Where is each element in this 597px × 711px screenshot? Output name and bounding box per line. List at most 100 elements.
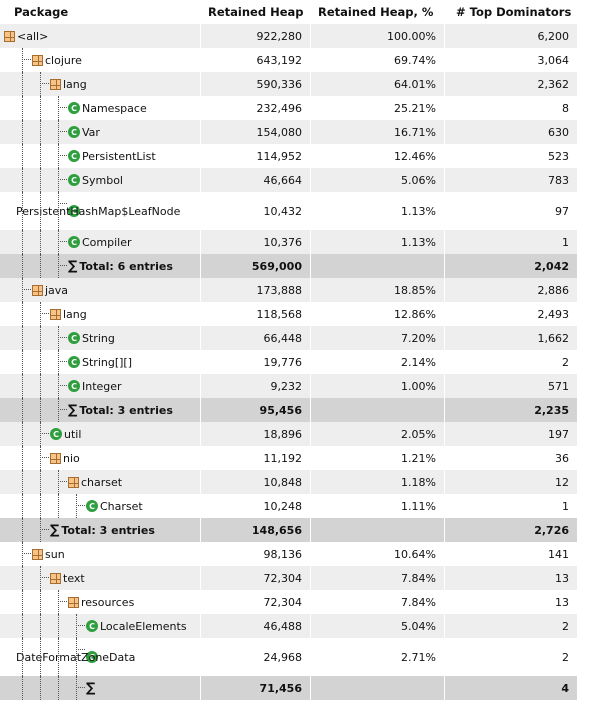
tree-guide xyxy=(58,96,59,120)
package-cell: <all> xyxy=(0,24,200,48)
table-row[interactable]: C String 66,448 7.20% 1,662 xyxy=(0,326,597,350)
package-cell: ∑ Total: 6 entries xyxy=(0,254,200,278)
tree-guide xyxy=(58,398,59,422)
top-dominators-cell: 523 xyxy=(444,144,577,168)
top-dominators-cell: 3,064 xyxy=(444,48,577,72)
package-name: Symbol xyxy=(82,173,123,187)
package-name: nio xyxy=(63,451,80,465)
retained-heap-cell: 643,192 xyxy=(200,48,310,72)
table-row[interactable]: C PersistentHashMap$LeafNode 10,432 1.13% 97 xyxy=(0,192,597,230)
table-row[interactable]: C Namespace 232,496 25.21% 8 xyxy=(0,96,597,120)
row-spacer xyxy=(577,326,597,350)
retained-heap-cell: 10,248 xyxy=(200,494,310,518)
table-row[interactable]: lang 118,568 12.86% 2,493 xyxy=(0,302,597,326)
table-row[interactable]: charset 10,848 1.18% 12 xyxy=(0,470,597,494)
tree-branch xyxy=(22,289,31,290)
table-row[interactable]: C Symbol 46,664 5.06% 783 xyxy=(0,168,597,192)
retained-heap-cell: 590,336 xyxy=(200,72,310,96)
column-header-top-dominators[interactable]: # Top Dominators xyxy=(444,0,577,24)
row-spacer xyxy=(577,590,597,614)
retained-heap-cell: 118,568 xyxy=(200,302,310,326)
table-row[interactable]: text 72,304 7.84% 13 xyxy=(0,566,597,590)
class-icon: C xyxy=(50,428,62,440)
tree-branch xyxy=(40,433,49,434)
tree-guide xyxy=(22,374,23,398)
tree-guide xyxy=(22,96,23,120)
tree-guide xyxy=(76,614,77,638)
tree-guide xyxy=(22,230,23,254)
package-name: resources xyxy=(81,595,135,609)
row-spacer xyxy=(577,398,597,422)
row-spacer xyxy=(577,192,597,230)
package-name: text xyxy=(63,571,85,585)
package-cell: C Symbol xyxy=(0,168,200,192)
total-row[interactable]: ∑ Total: 6 entries 569,000 2,042 xyxy=(0,254,597,278)
package-icon xyxy=(4,30,15,42)
package-cell: C Compiler xyxy=(0,230,200,254)
column-header-package[interactable]: Package xyxy=(0,0,200,24)
table-row[interactable]: lang 590,336 64.01% 2,362 xyxy=(0,72,597,96)
retained-heap-pct-cell: 1.18% xyxy=(310,470,444,494)
package-name: Charset xyxy=(100,499,143,513)
table-row[interactable]: C LocaleElements 46,488 5.04% 2 xyxy=(0,614,597,638)
total-row[interactable]: ∑ Total: 3 entries 148,656 2,726 xyxy=(0,518,597,542)
table-row[interactable]: C Compiler 10,376 1.13% 1 xyxy=(0,230,597,254)
top-dominators-cell: 783 xyxy=(444,168,577,192)
retained-heap-pct-cell: 10.64% xyxy=(310,542,444,566)
tree-guide xyxy=(40,350,41,374)
tree-branch xyxy=(40,577,49,578)
table-row[interactable]: C Charset 10,248 1.11% 1 xyxy=(0,494,597,518)
tree-branch xyxy=(76,625,85,626)
retained-heap-cell: 11,192 xyxy=(200,446,310,470)
total-row[interactable]: ∑ 71,456 4 xyxy=(0,676,597,700)
tree-guide xyxy=(58,374,59,398)
tree-branch xyxy=(58,265,67,266)
tree-guide xyxy=(58,494,59,518)
tree-guide xyxy=(40,446,41,470)
tree-branch xyxy=(22,59,31,60)
table-row[interactable]: C Integer 9,232 1.00% 571 xyxy=(0,374,597,398)
table-row[interactable]: resources 72,304 7.84% 13 xyxy=(0,590,597,614)
top-dominators-cell: 1 xyxy=(444,494,577,518)
package-cell: C String[][] xyxy=(0,350,200,374)
tree-guide xyxy=(22,494,23,518)
package-icon xyxy=(32,54,43,66)
column-header-retained-heap[interactable]: Retained Heap xyxy=(200,0,310,24)
table-row[interactable]: java 173,888 18.85% 2,886 xyxy=(0,278,597,302)
total-label: Total: 3 entries xyxy=(79,403,173,417)
column-header-retained-heap-pct[interactable]: Retained Heap, % xyxy=(310,0,444,24)
package-name: <all> xyxy=(17,29,49,43)
top-dominators-cell: 2 xyxy=(444,638,577,676)
package-cell: lang xyxy=(0,302,200,326)
total-row[interactable]: ∑ Total: 3 entries 95,456 2,235 xyxy=(0,398,597,422)
package-name: DateFormatZoneData xyxy=(16,651,136,664)
table-row[interactable]: nio 11,192 1.21% 36 xyxy=(0,446,597,470)
retained-heap-cell: 66,448 xyxy=(200,326,310,350)
table-row[interactable]: C PersistentList 114,952 12.46% 523 xyxy=(0,144,597,168)
table-row[interactable]: C Var 154,080 16.71% 630 xyxy=(0,120,597,144)
tree-guide xyxy=(40,72,41,96)
tree-guide xyxy=(40,254,41,278)
table-row[interactable]: C String[][] 19,776 2.14% 2 xyxy=(0,350,597,374)
tree-guide xyxy=(22,326,23,350)
top-dominators-cell: 1 xyxy=(444,230,577,254)
package-cell: text xyxy=(0,566,200,590)
table-row[interactable]: sun 98,136 10.64% 141 xyxy=(0,542,597,566)
tree-guide xyxy=(22,518,23,542)
table-row[interactable]: <all> 922,280 100.00% 6,200 xyxy=(0,24,597,48)
retained-heap-pct-cell: 2.05% xyxy=(310,422,444,446)
tree-guide xyxy=(58,638,59,676)
table-row[interactable]: C DateFormatZoneData 24,968 2.71% 2 xyxy=(0,638,597,676)
tree-guide xyxy=(22,48,23,72)
tree-guide xyxy=(76,494,77,518)
tree-guide xyxy=(58,120,59,144)
retained-heap-cell: 9,232 xyxy=(200,374,310,398)
tree-branch xyxy=(76,687,85,688)
tree-guide xyxy=(22,144,23,168)
table-row[interactable]: clojure 643,192 69.74% 3,064 xyxy=(0,48,597,72)
tree-guide xyxy=(40,168,41,192)
class-icon: C xyxy=(68,205,80,217)
package-cell: C DateFormatZoneData xyxy=(0,638,200,676)
